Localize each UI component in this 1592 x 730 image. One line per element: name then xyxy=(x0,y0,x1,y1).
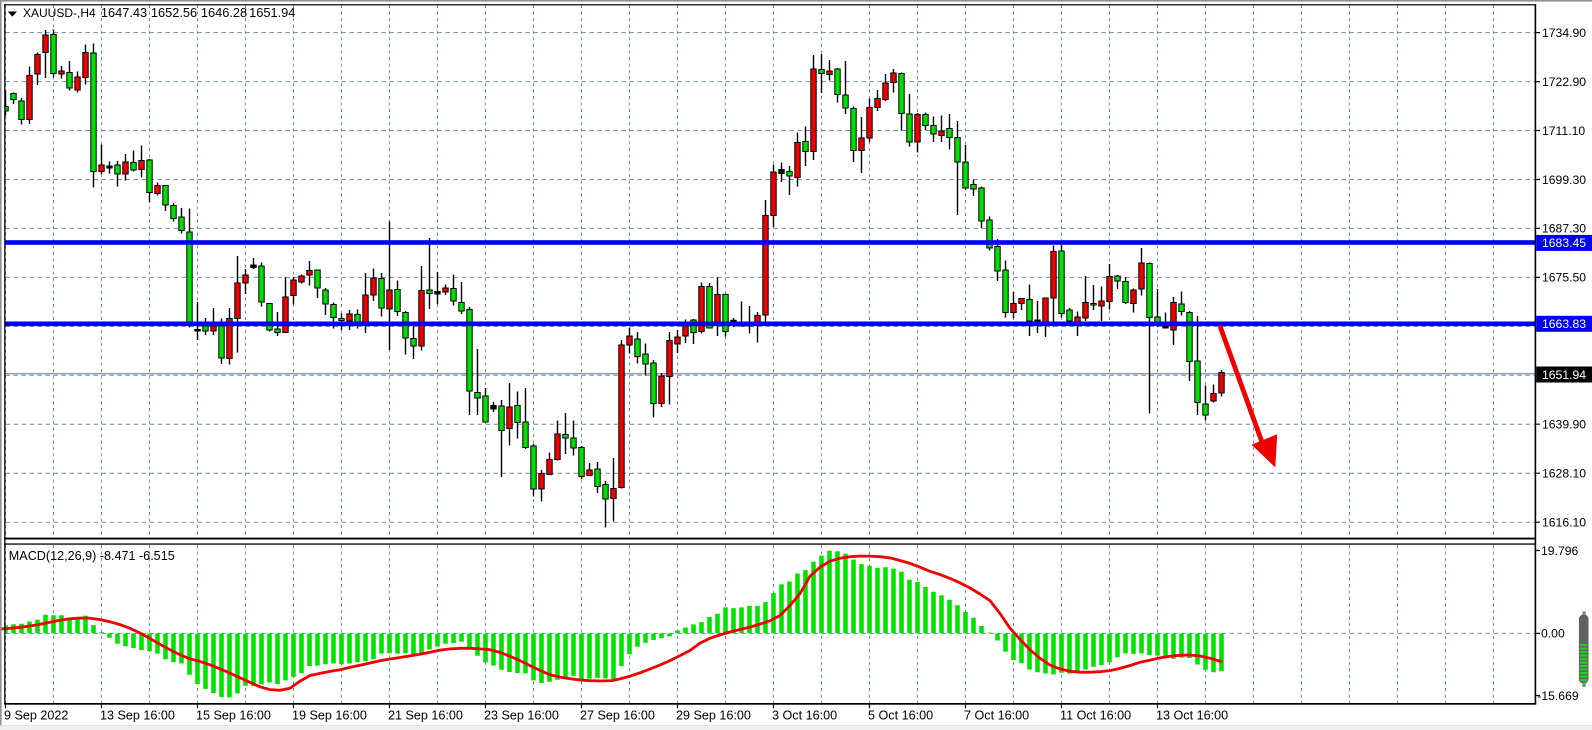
svg-text:19.796: 19.796 xyxy=(1541,544,1578,558)
svg-text:3 Oct 16:00: 3 Oct 16:00 xyxy=(772,709,837,723)
svg-text:23 Sep 16:00: 23 Sep 16:00 xyxy=(484,709,559,723)
svg-text:27 Sep 16:00: 27 Sep 16:00 xyxy=(580,709,655,723)
svg-text:29 Sep 16:00: 29 Sep 16:00 xyxy=(676,709,751,723)
svg-text:11 Oct 16:00: 11 Oct 16:00 xyxy=(1060,709,1131,723)
svg-text:1628.10: 1628.10 xyxy=(1542,467,1586,481)
svg-text:1675.50: 1675.50 xyxy=(1542,271,1586,285)
svg-text:1646.28: 1646.28 xyxy=(201,5,247,20)
svg-text:1651.94: 1651.94 xyxy=(1542,368,1586,382)
svg-text:1651.94: 1651.94 xyxy=(249,5,295,20)
svg-text:1687.30: 1687.30 xyxy=(1542,222,1586,236)
svg-text:1663.83: 1663.83 xyxy=(1542,317,1586,331)
svg-text:1699.30: 1699.30 xyxy=(1542,173,1586,187)
svg-text:1616.10: 1616.10 xyxy=(1542,516,1586,530)
svg-text:5 Oct 16:00: 5 Oct 16:00 xyxy=(868,709,933,723)
svg-text:13 Sep 16:00: 13 Sep 16:00 xyxy=(100,709,175,723)
svg-text:9 Sep 2022: 9 Sep 2022 xyxy=(4,709,68,723)
svg-text:1683.45: 1683.45 xyxy=(1542,236,1586,250)
svg-text:1652.56: 1652.56 xyxy=(151,5,197,20)
svg-text:7 Oct 16:00: 7 Oct 16:00 xyxy=(964,709,1029,723)
svg-text:1647.43: 1647.43 xyxy=(101,5,147,20)
svg-text:1734.90: 1734.90 xyxy=(1542,26,1586,40)
svg-text:1722.90: 1722.90 xyxy=(1542,75,1586,89)
svg-text:15 Sep 16:00: 15 Sep 16:00 xyxy=(196,709,271,723)
svg-text:19 Sep 16:00: 19 Sep 16:00 xyxy=(292,709,367,723)
svg-text:13 Oct 16:00: 13 Oct 16:00 xyxy=(1156,709,1228,723)
svg-text:-15.669: -15.669 xyxy=(1537,689,1579,703)
svg-text:21 Sep 16:00: 21 Sep 16:00 xyxy=(388,709,463,723)
svg-text:1711.10: 1711.10 xyxy=(1542,124,1585,138)
svg-text:XAUUSD-,H4: XAUUSD-,H4 xyxy=(23,6,96,20)
svg-text:1639.90: 1639.90 xyxy=(1542,418,1586,432)
svg-text:MACD(12,26,9) -8.471 -6.515: MACD(12,26,9) -8.471 -6.515 xyxy=(9,549,175,563)
svg-text:0.00: 0.00 xyxy=(1541,627,1565,641)
